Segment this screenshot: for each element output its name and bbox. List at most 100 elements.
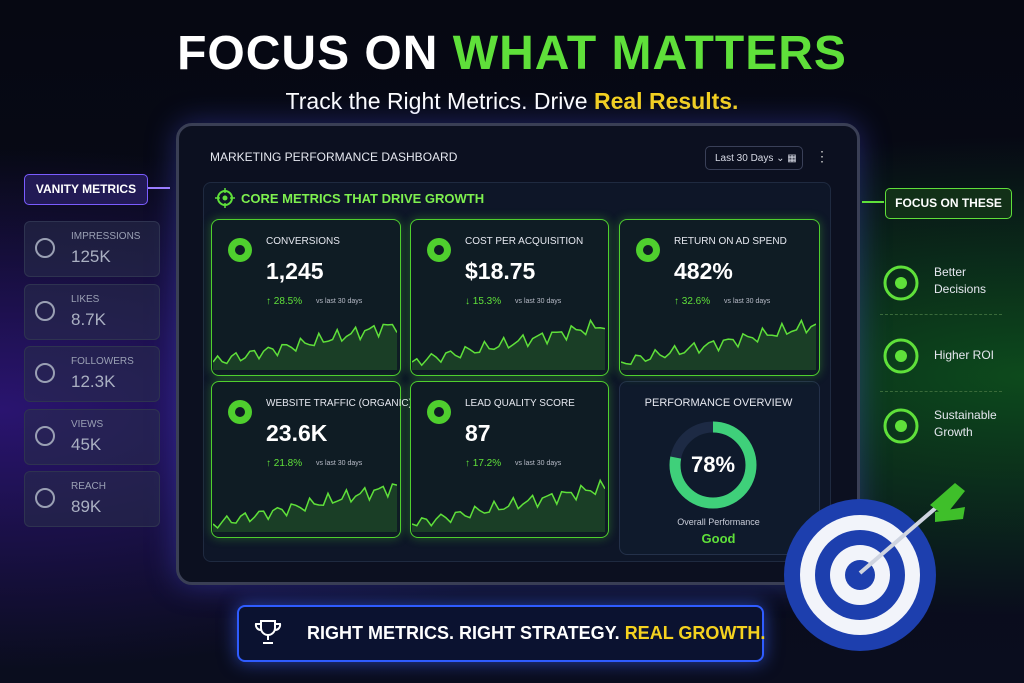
subtitle-highlight: Real Results. — [593, 88, 739, 114]
focus-item: Sustainable Growth — [934, 408, 997, 439]
vanity-value: 125K — [71, 247, 111, 266]
sparkline-line — [213, 323, 397, 365]
vanity-item — [24, 221, 160, 277]
metric-change: ↓ 15.3% — [465, 296, 502, 307]
section-title: CORE METRICS THAT DRIVE GROWTH — [241, 191, 485, 206]
icon-dot — [895, 277, 907, 289]
vanity-name: REACH — [71, 481, 107, 492]
target-graphic — [784, 483, 965, 651]
vanity-item — [24, 408, 160, 465]
metric-value: 482% — [674, 258, 733, 284]
metric-icon — [427, 400, 451, 424]
arrow — [148, 187, 170, 189]
icon-dot — [895, 420, 907, 432]
sparkline — [213, 483, 397, 532]
sparkline — [412, 318, 605, 370]
icon-dot — [643, 245, 653, 255]
overview-caption: Overall Performance — [677, 517, 760, 527]
icon-dot — [235, 245, 245, 255]
icon-circle — [883, 265, 919, 301]
subtitle-part: Track the Right Metrics. Drive — [285, 88, 588, 114]
vanity-name: FOLLOWERS — [71, 356, 134, 367]
vanity-name: IMPRESSIONS — [71, 231, 141, 242]
overview-card — [619, 381, 820, 555]
banner-part: RIGHT METRICS. RIGHT STRATEGY. — [307, 623, 620, 643]
sparkline-area — [213, 484, 397, 532]
arrow — [862, 201, 884, 203]
metric-value: $18.75 — [465, 258, 536, 284]
metric-note: vs last 30 days — [724, 298, 771, 305]
headline-highlight: WHAT MATTERS — [452, 27, 847, 80]
banner — [237, 605, 764, 662]
sparkline — [412, 478, 605, 532]
metric-name: LEAD QUALITY SCORE — [465, 398, 575, 409]
metric-icon — [228, 238, 252, 262]
metric-name: WEBSITE TRAFFIC (ORGANIC) — [266, 398, 412, 409]
metric-name: CONVERSIONS — [266, 236, 340, 247]
metric-note: vs last 30 days — [515, 298, 562, 305]
icon-circle — [35, 300, 55, 321]
vanity-item — [24, 283, 160, 340]
sparkline-line — [213, 483, 397, 529]
overview-value: 78% — [690, 452, 736, 477]
metric-icon — [636, 238, 660, 262]
metric-name: COST PER ACQUISITION — [465, 236, 584, 247]
metric-note: vs last 30 days — [515, 460, 562, 467]
vanity-icon — [35, 363, 55, 383]
icon-dot — [235, 407, 245, 417]
vanity-value: 12.3K — [71, 372, 116, 391]
vanity-icon — [35, 488, 55, 508]
metric-value: 1,245 — [266, 258, 324, 284]
vanity-value: 89K — [71, 497, 102, 516]
metric-value: 23.6K — [266, 420, 328, 446]
metric-note: vs last 30 days — [316, 460, 363, 467]
focus-label: FOCUS ON THESE — [885, 188, 1012, 219]
metric-icon — [228, 400, 252, 424]
vanity-value: 45K — [71, 434, 102, 454]
headline-part: FOCUS ON — [177, 27, 439, 80]
metric-note: vs last 30 days — [316, 298, 363, 305]
date-range-dropdown[interactable]: Last 30 Days ⌄ ▦ — [705, 146, 803, 170]
banner-highlight: REAL GROWTH. — [624, 623, 766, 643]
focus-icon — [883, 265, 919, 301]
vanity-icon — [35, 425, 55, 446]
icon-circle — [883, 338, 919, 374]
focus-item: Better Decisions — [934, 265, 987, 296]
metric-icon — [427, 238, 451, 262]
icon-circle — [35, 363, 55, 383]
sparkline-line — [412, 318, 605, 367]
metric-change: ↑ 21.8% — [266, 458, 303, 469]
vanity-name: LIKES — [71, 293, 100, 305]
metric-name: RETURN ON AD SPEND — [674, 236, 787, 247]
vanity-item — [24, 471, 160, 527]
icon-dot — [434, 407, 444, 417]
overview-title: PERFORMANCE OVERVIEW — [644, 397, 793, 409]
sparkline-line — [412, 478, 605, 527]
overview-rating: Good — [701, 531, 736, 546]
sparkline-area — [621, 320, 816, 370]
vanity-label: VANITY METRICS — [24, 174, 148, 205]
sparkline-area — [412, 480, 605, 532]
metric-change: ↑ 28.5% — [266, 296, 303, 307]
metric-change: ↑ 17.2% — [465, 458, 502, 469]
vanity-item — [24, 346, 160, 402]
headline: FOCUS ON WHAT MATTERS — [0, 26, 1024, 81]
subtitle: Track the Right Metrics. Drive Real Resu… — [0, 88, 1024, 115]
vanity-icon — [35, 238, 55, 258]
metric-change: ↑ 32.6% — [674, 296, 711, 307]
icon-circle — [35, 425, 55, 446]
vanity-icon — [35, 300, 55, 321]
metric-value: 87 — [465, 420, 491, 446]
divider — [880, 314, 1002, 315]
donut-chart — [669, 421, 757, 509]
icon-circle — [883, 408, 919, 444]
sparkline — [213, 323, 397, 370]
sparkline-line — [621, 318, 816, 366]
menu-button[interactable]: ⋮ — [815, 148, 829, 164]
sparkline-area — [213, 324, 397, 370]
trophy-icon — [254, 620, 282, 644]
icon-dot — [434, 245, 444, 255]
vanity-name: VIEWS — [71, 418, 104, 430]
vanity-value: 8.7K — [71, 309, 106, 329]
